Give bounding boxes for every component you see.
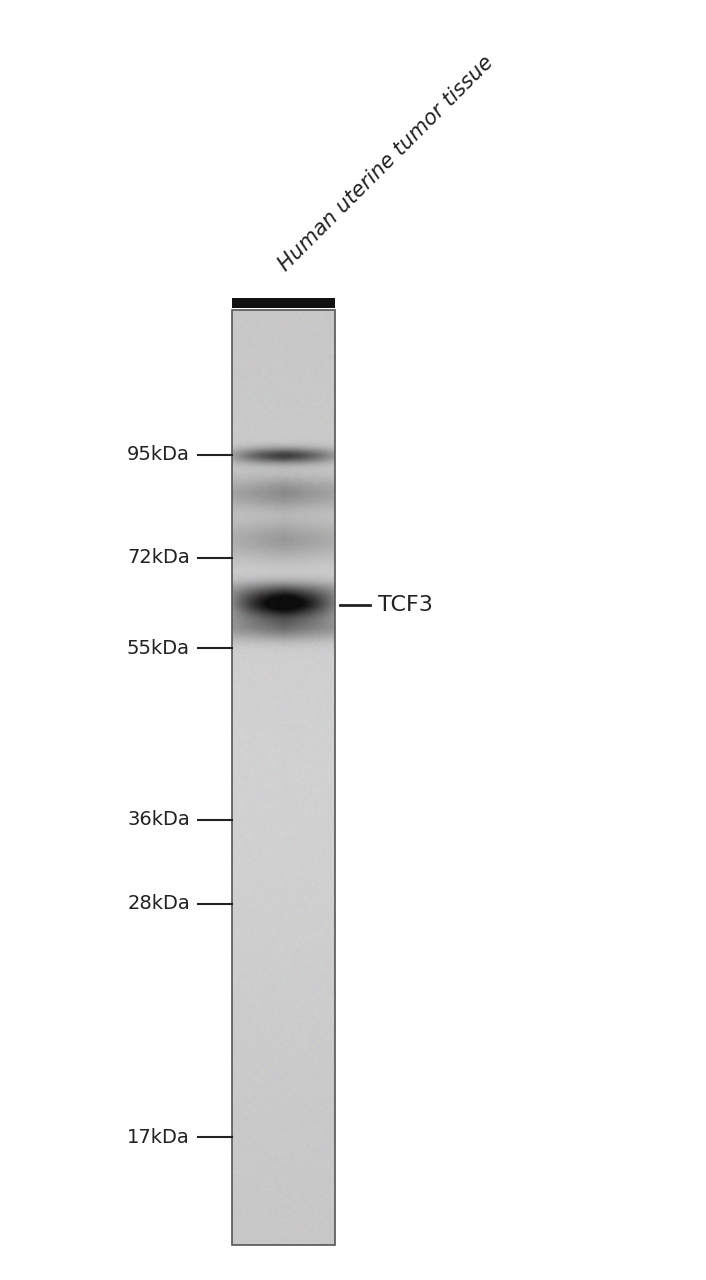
- Text: 28kDa: 28kDa: [127, 895, 190, 913]
- Text: TCF3: TCF3: [378, 594, 433, 614]
- Text: 55kDa: 55kDa: [127, 639, 190, 658]
- Text: 95kDa: 95kDa: [127, 445, 190, 465]
- Text: 72kDa: 72kDa: [127, 548, 190, 567]
- Text: Human uterine tumor tissue: Human uterine tumor tissue: [275, 52, 497, 275]
- Bar: [232, 298, 335, 308]
- Bar: [232, 310, 335, 1245]
- Text: 17kDa: 17kDa: [127, 1128, 190, 1147]
- Text: 36kDa: 36kDa: [127, 810, 190, 829]
